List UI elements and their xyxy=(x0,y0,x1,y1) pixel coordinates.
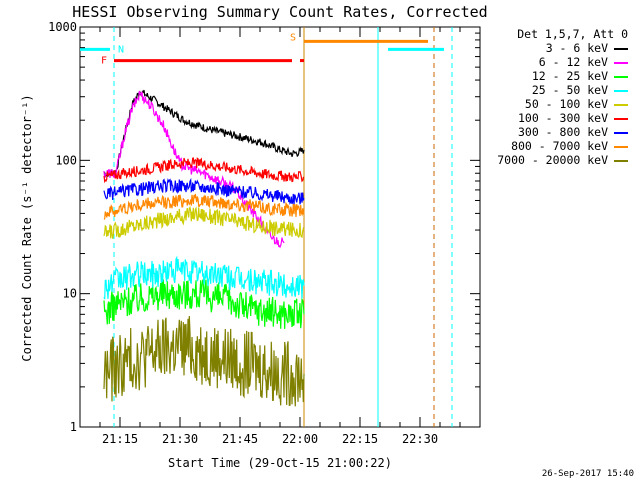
series-line xyxy=(103,255,305,300)
flag-label: N xyxy=(118,44,124,55)
y-tick-label: 1000 xyxy=(48,20,77,34)
y-tick-label: 100 xyxy=(55,153,77,167)
x-tick-label: 21:30 xyxy=(162,432,198,446)
x-tick-label: 21:15 xyxy=(102,432,138,446)
series-line xyxy=(103,89,305,178)
plot-area: NF S 1 10 100 1000 21:15 21:30 21:45 22:00 22:15 22… xyxy=(48,20,481,446)
x-tick-label: 22:30 xyxy=(402,432,438,446)
legend-swatch xyxy=(614,103,628,106)
y-tick-label: 1 xyxy=(70,420,77,434)
x-tick-label: 22:15 xyxy=(342,432,378,446)
legend-item: 12 - 25 keV xyxy=(532,69,628,83)
legend-swatch xyxy=(614,75,628,78)
legend-item: 800 - 7000 keV xyxy=(511,139,628,153)
x-tick-label: 22:00 xyxy=(282,432,318,446)
legend-label: 25 - 50 keV xyxy=(531,83,608,97)
legend-swatch xyxy=(614,47,628,50)
legend-item: 3 - 6 keV xyxy=(546,41,628,55)
legend-title: Det 1,5,7, Att 0 xyxy=(517,27,628,41)
series-line xyxy=(103,278,305,329)
legend-label: 12 - 25 keV xyxy=(531,69,608,83)
legend-label: 50 - 100 keV xyxy=(524,97,608,111)
legend-swatch xyxy=(614,131,628,134)
legend-item: 100 - 300 keV xyxy=(518,111,628,125)
legend-item: 6 - 12 keV xyxy=(539,55,628,69)
legend-label: 300 - 800 keV xyxy=(517,125,608,139)
legend-swatch xyxy=(614,117,628,120)
y-axis-label: Corrected Count Rate (s⁻¹ detector⁻¹) xyxy=(20,94,34,361)
series-line xyxy=(103,177,305,205)
x-tick-label: 21:45 xyxy=(222,432,258,446)
flag-label: F xyxy=(101,56,107,67)
legend-item: 25 - 50 keV xyxy=(532,83,628,97)
legend-label: 7000 - 20000 keV xyxy=(497,153,608,167)
series-line xyxy=(103,157,305,184)
legend-swatch xyxy=(614,159,628,162)
legend-swatch xyxy=(614,145,628,148)
legend-label: 6 - 12 keV xyxy=(538,55,608,69)
flag-label: S xyxy=(290,32,296,43)
x-axis-label: Start Time (29-Oct-15 21:00:22) xyxy=(168,456,392,470)
series-line xyxy=(103,193,305,220)
legend-item: 300 - 800 keV xyxy=(518,125,628,139)
chart-title: HESSI Observing Summary Count Rates, Cor… xyxy=(72,3,487,21)
footer-date: 26-Sep-2017 15:40 xyxy=(542,469,634,479)
y-tick-label: 10 xyxy=(63,287,77,301)
series-line xyxy=(103,206,305,239)
series-line xyxy=(103,315,305,407)
legend-label: 800 - 7000 keV xyxy=(511,139,608,153)
legend-swatch xyxy=(614,61,628,64)
legend-item: 50 - 100 keV xyxy=(525,97,628,111)
legend-swatch xyxy=(614,89,628,92)
legend-item: 7000 - 20000 keV xyxy=(497,153,628,167)
legend-label: 3 - 6 keV xyxy=(545,41,608,55)
legend-label: 100 - 300 keV xyxy=(517,111,608,125)
